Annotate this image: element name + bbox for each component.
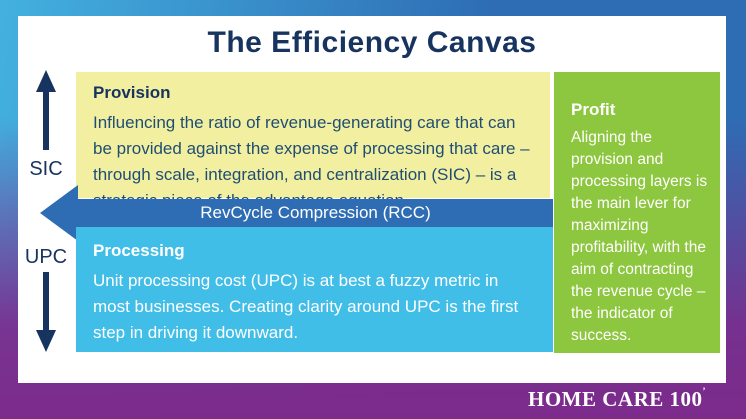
page-title: The Efficiency Canvas <box>207 26 537 59</box>
provision-layer-box: Provision Influencing the ratio of reven… <box>76 72 550 210</box>
processing-heading: Processing <box>93 241 185 260</box>
upc-axis-label: UPC <box>24 246 68 268</box>
profit-heading: Profit <box>571 100 616 119</box>
sic-axis-label: SIC <box>29 158 63 180</box>
rcc-arrowhead-icon <box>40 185 78 241</box>
profit-body-text: Aligning the provision and processing la… <box>571 129 708 344</box>
upc-down-arrow-icon <box>36 272 56 352</box>
home-care-100-logo: HOME CARE 100’ <box>528 387 706 412</box>
brand-trademark: ’ <box>702 386 706 396</box>
brand-name: HOME CARE 100 <box>528 387 703 411</box>
processing-body-text: Unit processing cost (UPC) is at best a … <box>93 271 519 342</box>
profit-panel: Profit Aligning the provision and proces… <box>554 72 720 353</box>
rcc-arrow: RevCycle Compression (RCC) <box>40 185 553 241</box>
sic-up-arrow-icon <box>36 70 56 150</box>
rcc-arrow-label: RevCycle Compression (RCC) <box>200 203 431 222</box>
processing-layer-box: Processing Unit processing cost (UPC) is… <box>76 227 553 352</box>
provision-heading: Provision <box>93 83 171 102</box>
rcc-arrow-band: RevCycle Compression (RCC) <box>78 199 553 227</box>
